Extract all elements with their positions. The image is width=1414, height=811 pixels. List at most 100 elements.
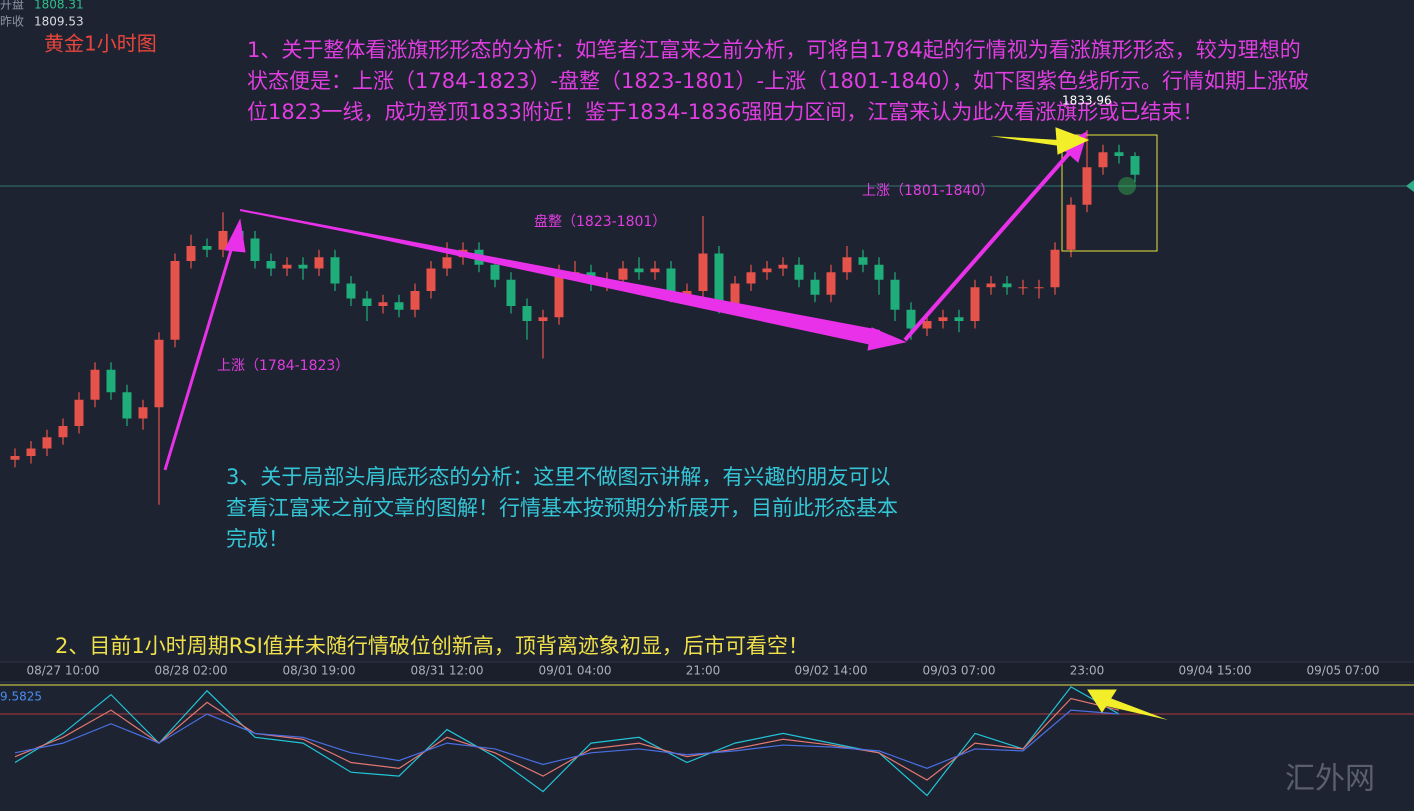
candle-body (26, 448, 36, 456)
x-tick-label: 08/27 10:00 (27, 664, 100, 678)
annotation: 3、关于局部头肩底形态的分析：这里不做图示讲解，有兴趣的朋友可以 (226, 465, 890, 489)
candle-body (842, 257, 852, 273)
arrow-head (1055, 127, 1090, 155)
arrow-body (990, 136, 1060, 146)
annotation: 2、目前1小时周期RSI值并未随行情破位创新高，顶背离迹象初显，后市可看空！ (55, 634, 809, 658)
candle-body (730, 283, 740, 306)
x-tick-label: 08/30 19:00 (283, 664, 356, 678)
leg-label: 盘整（1823-1801） (534, 213, 666, 230)
rsi-line (14, 697, 1120, 781)
arrow-head (867, 327, 907, 351)
candle-body (554, 272, 564, 318)
rsi-label: 9.5825 (0, 690, 42, 704)
candle-body (154, 339, 164, 408)
candle-body (954, 317, 964, 321)
prev-label: 昨收 (0, 15, 24, 29)
candle-body (650, 268, 660, 273)
arrow (903, 148, 1074, 342)
candle-body (762, 268, 772, 273)
candle-body (746, 272, 756, 284)
candle-body (282, 264, 292, 269)
open-label: 开盘 (0, 0, 24, 12)
x-tick-label: 09/04 15:00 (1179, 664, 1252, 678)
candle-body (970, 287, 980, 321)
candle-body (1114, 152, 1124, 156)
candle-body (682, 291, 692, 295)
candle-body (858, 257, 868, 265)
x-tick-label: 09/02 14:00 (795, 664, 868, 678)
candle-body (106, 369, 116, 393)
candle-body (778, 264, 788, 269)
open-value: 1808.31 (34, 0, 84, 12)
watermark: 汇外网 (1285, 762, 1375, 797)
candle-body (506, 279, 516, 306)
x-tick-label: 21:00 (686, 664, 721, 678)
prev-value: 1809.53 (34, 15, 84, 29)
candle-body (74, 399, 84, 426)
x-tick-label: 08/31 12:00 (411, 664, 484, 678)
candle-body (490, 264, 500, 280)
candle-body (634, 268, 644, 273)
candle-body (138, 407, 148, 419)
candle-body (1130, 156, 1140, 175)
candle-body (42, 437, 52, 449)
candle-body (714, 253, 724, 306)
candle-body (522, 306, 532, 321)
annotation: 位1823一线，成功登顶1833附近！鉴于1834-1836强阻力区间，江富来认… (247, 100, 1203, 124)
candle-body (122, 392, 132, 419)
candle-body (1050, 249, 1060, 288)
annotation: 查看江富来之前文章的图解！行情基本按预期分析展开，目前此形态基本 (226, 496, 898, 520)
candle-body (906, 309, 916, 329)
candle-body (618, 268, 628, 280)
candle-body (10, 456, 20, 460)
candle-body (218, 231, 228, 250)
annotation: 1、关于整体看涨旗形形态的分析：如笔者江富来之前分析，可将自1784起的行情视为… (247, 38, 1301, 62)
high-label: 1833.96 (1062, 94, 1112, 108)
candle-body (874, 264, 884, 280)
plot (0, 130, 1414, 797)
x-tick-label: 23:00 (1070, 664, 1105, 678)
candle-body (986, 283, 996, 288)
rsi-line (14, 686, 1120, 797)
candle-body (938, 317, 948, 321)
chart-title: 黄金1小时图 (44, 32, 157, 56)
candle-body (442, 257, 452, 269)
leg-label: 上涨（1801-1840） (862, 183, 994, 199)
x-tick-label: 09/03 07:00 (923, 664, 996, 678)
arrow-head (1087, 689, 1117, 713)
candle-body (90, 369, 100, 400)
x-tick-label: 09/05 07:00 (1307, 664, 1380, 678)
candle-body (1034, 287, 1044, 289)
candle-body (922, 321, 932, 329)
x-axis-strip (0, 662, 1414, 682)
annotation: 状态便是：上涨（1784-1823）-盘整（1823-1801）-上涨（1801… (247, 69, 1309, 93)
candle-body (426, 268, 436, 291)
leg-label: 上涨（1784-1823） (217, 358, 349, 374)
candle-body (266, 261, 276, 269)
candle-body (666, 268, 676, 295)
candle-body (890, 279, 900, 310)
arrow-body (240, 209, 880, 346)
candle-body (170, 261, 180, 340)
candle-body (1066, 204, 1076, 250)
candle-body (362, 298, 372, 306)
annotation: 完成！ (226, 527, 289, 551)
candle-body (314, 257, 324, 269)
candle-body (58, 426, 68, 438)
candle-body (1098, 152, 1108, 168)
candle-body (346, 283, 356, 299)
candle-body (186, 246, 196, 261)
x-tick-label: 08/28 02:00 (155, 664, 228, 678)
x-tick-label: 09/01 04:00 (539, 664, 612, 678)
candle-body (1018, 287, 1028, 289)
candle-body (810, 279, 820, 295)
candle-body (538, 317, 548, 321)
yellow-arrows (990, 127, 1168, 720)
glow (1118, 177, 1136, 195)
arrow-body (1106, 698, 1168, 720)
candle-body (698, 253, 708, 291)
arrow (163, 239, 236, 471)
candle-body (378, 302, 388, 306)
candle-body (250, 238, 260, 261)
